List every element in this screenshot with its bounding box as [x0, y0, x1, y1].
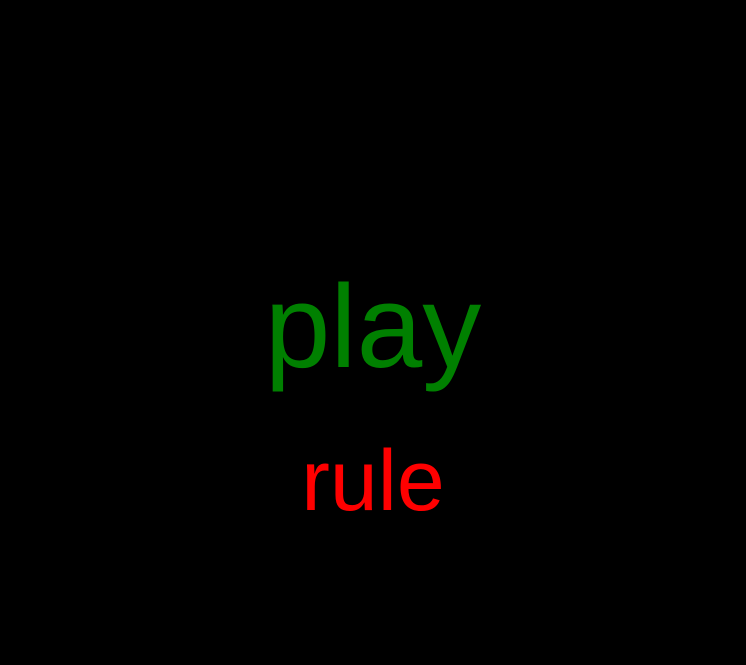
rule-button[interactable]: rule [301, 433, 445, 529]
play-button[interactable]: play [264, 261, 482, 393]
